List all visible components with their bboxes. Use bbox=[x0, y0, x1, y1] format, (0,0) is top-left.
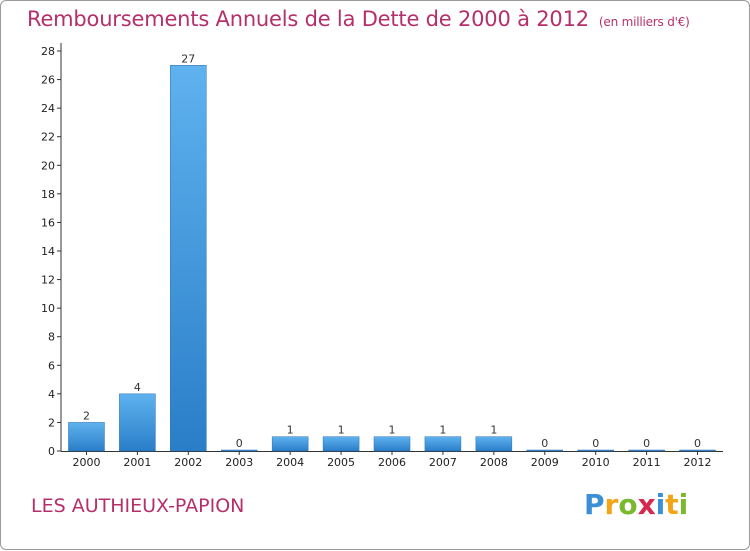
y-tick-label: 14 bbox=[41, 245, 55, 258]
bar-value-label: 0 bbox=[541, 437, 548, 450]
y-tick-label: 6 bbox=[48, 359, 55, 372]
x-tick-label: 2001 bbox=[123, 456, 151, 469]
x-tick-label: 2000 bbox=[72, 456, 100, 469]
chart-title-text: Remboursements Annuels de la Dette de 20… bbox=[27, 7, 589, 31]
y-tick-label: 4 bbox=[48, 388, 55, 401]
x-tick-label: 2009 bbox=[531, 456, 559, 469]
y-tick-label: 18 bbox=[41, 188, 55, 201]
chart-subtitle: (en milliers d'€) bbox=[598, 15, 690, 29]
y-tick-label: 26 bbox=[41, 74, 55, 87]
bar bbox=[679, 449, 716, 452]
commune-name: LES AUTHIEUX-PAPION bbox=[31, 495, 245, 517]
proxiti-logo: Proxiti bbox=[584, 488, 688, 521]
y-tick-label: 10 bbox=[41, 302, 55, 315]
x-tick-label: 2006 bbox=[378, 456, 406, 469]
logo-letter: i bbox=[678, 488, 689, 521]
bar bbox=[119, 393, 156, 452]
y-tick-label: 22 bbox=[41, 131, 55, 144]
bar bbox=[526, 449, 564, 452]
x-tick-label: 2012 bbox=[684, 456, 712, 469]
bar-value-label: 0 bbox=[643, 437, 650, 450]
logo-letter: o bbox=[618, 488, 638, 521]
y-tick-label: 12 bbox=[41, 274, 55, 287]
bar bbox=[424, 436, 462, 452]
bar bbox=[577, 449, 614, 452]
y-tick-label: 16 bbox=[41, 216, 55, 229]
bar bbox=[322, 436, 360, 452]
bar bbox=[373, 436, 411, 452]
bar-value-label: 0 bbox=[592, 437, 599, 450]
x-tick-label: 2005 bbox=[327, 456, 355, 469]
logo-letter: r bbox=[604, 488, 619, 521]
y-tick-label: 8 bbox=[48, 331, 55, 344]
bar-value-label: 0 bbox=[236, 437, 243, 450]
bar bbox=[475, 436, 513, 452]
y-tick-label: 0 bbox=[48, 445, 55, 458]
bar-value-label: 1 bbox=[338, 424, 345, 437]
y-tick-label: 24 bbox=[41, 102, 55, 115]
x-tick-label: 2007 bbox=[429, 456, 457, 469]
bar-value-label: 0 bbox=[694, 437, 701, 450]
bar bbox=[628, 449, 665, 452]
logo-letter: x bbox=[637, 488, 656, 521]
bar-value-label: 1 bbox=[490, 424, 497, 437]
bar-value-label: 2 bbox=[83, 409, 90, 422]
bar-value-label: 1 bbox=[287, 424, 294, 437]
x-tick-label: 2003 bbox=[225, 456, 253, 469]
x-tick-label: 2002 bbox=[174, 456, 202, 469]
bar bbox=[271, 436, 309, 452]
bar-value-label: 1 bbox=[439, 424, 446, 437]
x-tick-label: 2010 bbox=[582, 456, 610, 469]
y-tick-label: 2 bbox=[48, 416, 55, 429]
logo-letter: P bbox=[584, 488, 605, 521]
bar bbox=[220, 449, 258, 452]
bar-value-label: 1 bbox=[389, 424, 396, 437]
bar bbox=[170, 65, 207, 452]
y-tick-label: 28 bbox=[41, 45, 55, 58]
x-tick-label: 2004 bbox=[276, 456, 304, 469]
x-tick-label: 2011 bbox=[633, 456, 661, 469]
bar-value-label: 27 bbox=[181, 52, 195, 65]
logo-letter: i bbox=[655, 488, 666, 521]
logo-letter: t bbox=[665, 488, 679, 521]
chart-title: Remboursements Annuels de la Dette de 20… bbox=[27, 7, 690, 31]
bar bbox=[68, 422, 105, 452]
bar-value-label: 4 bbox=[134, 381, 141, 394]
y-tick-label: 20 bbox=[41, 159, 55, 172]
x-tick-label: 2008 bbox=[480, 456, 508, 469]
